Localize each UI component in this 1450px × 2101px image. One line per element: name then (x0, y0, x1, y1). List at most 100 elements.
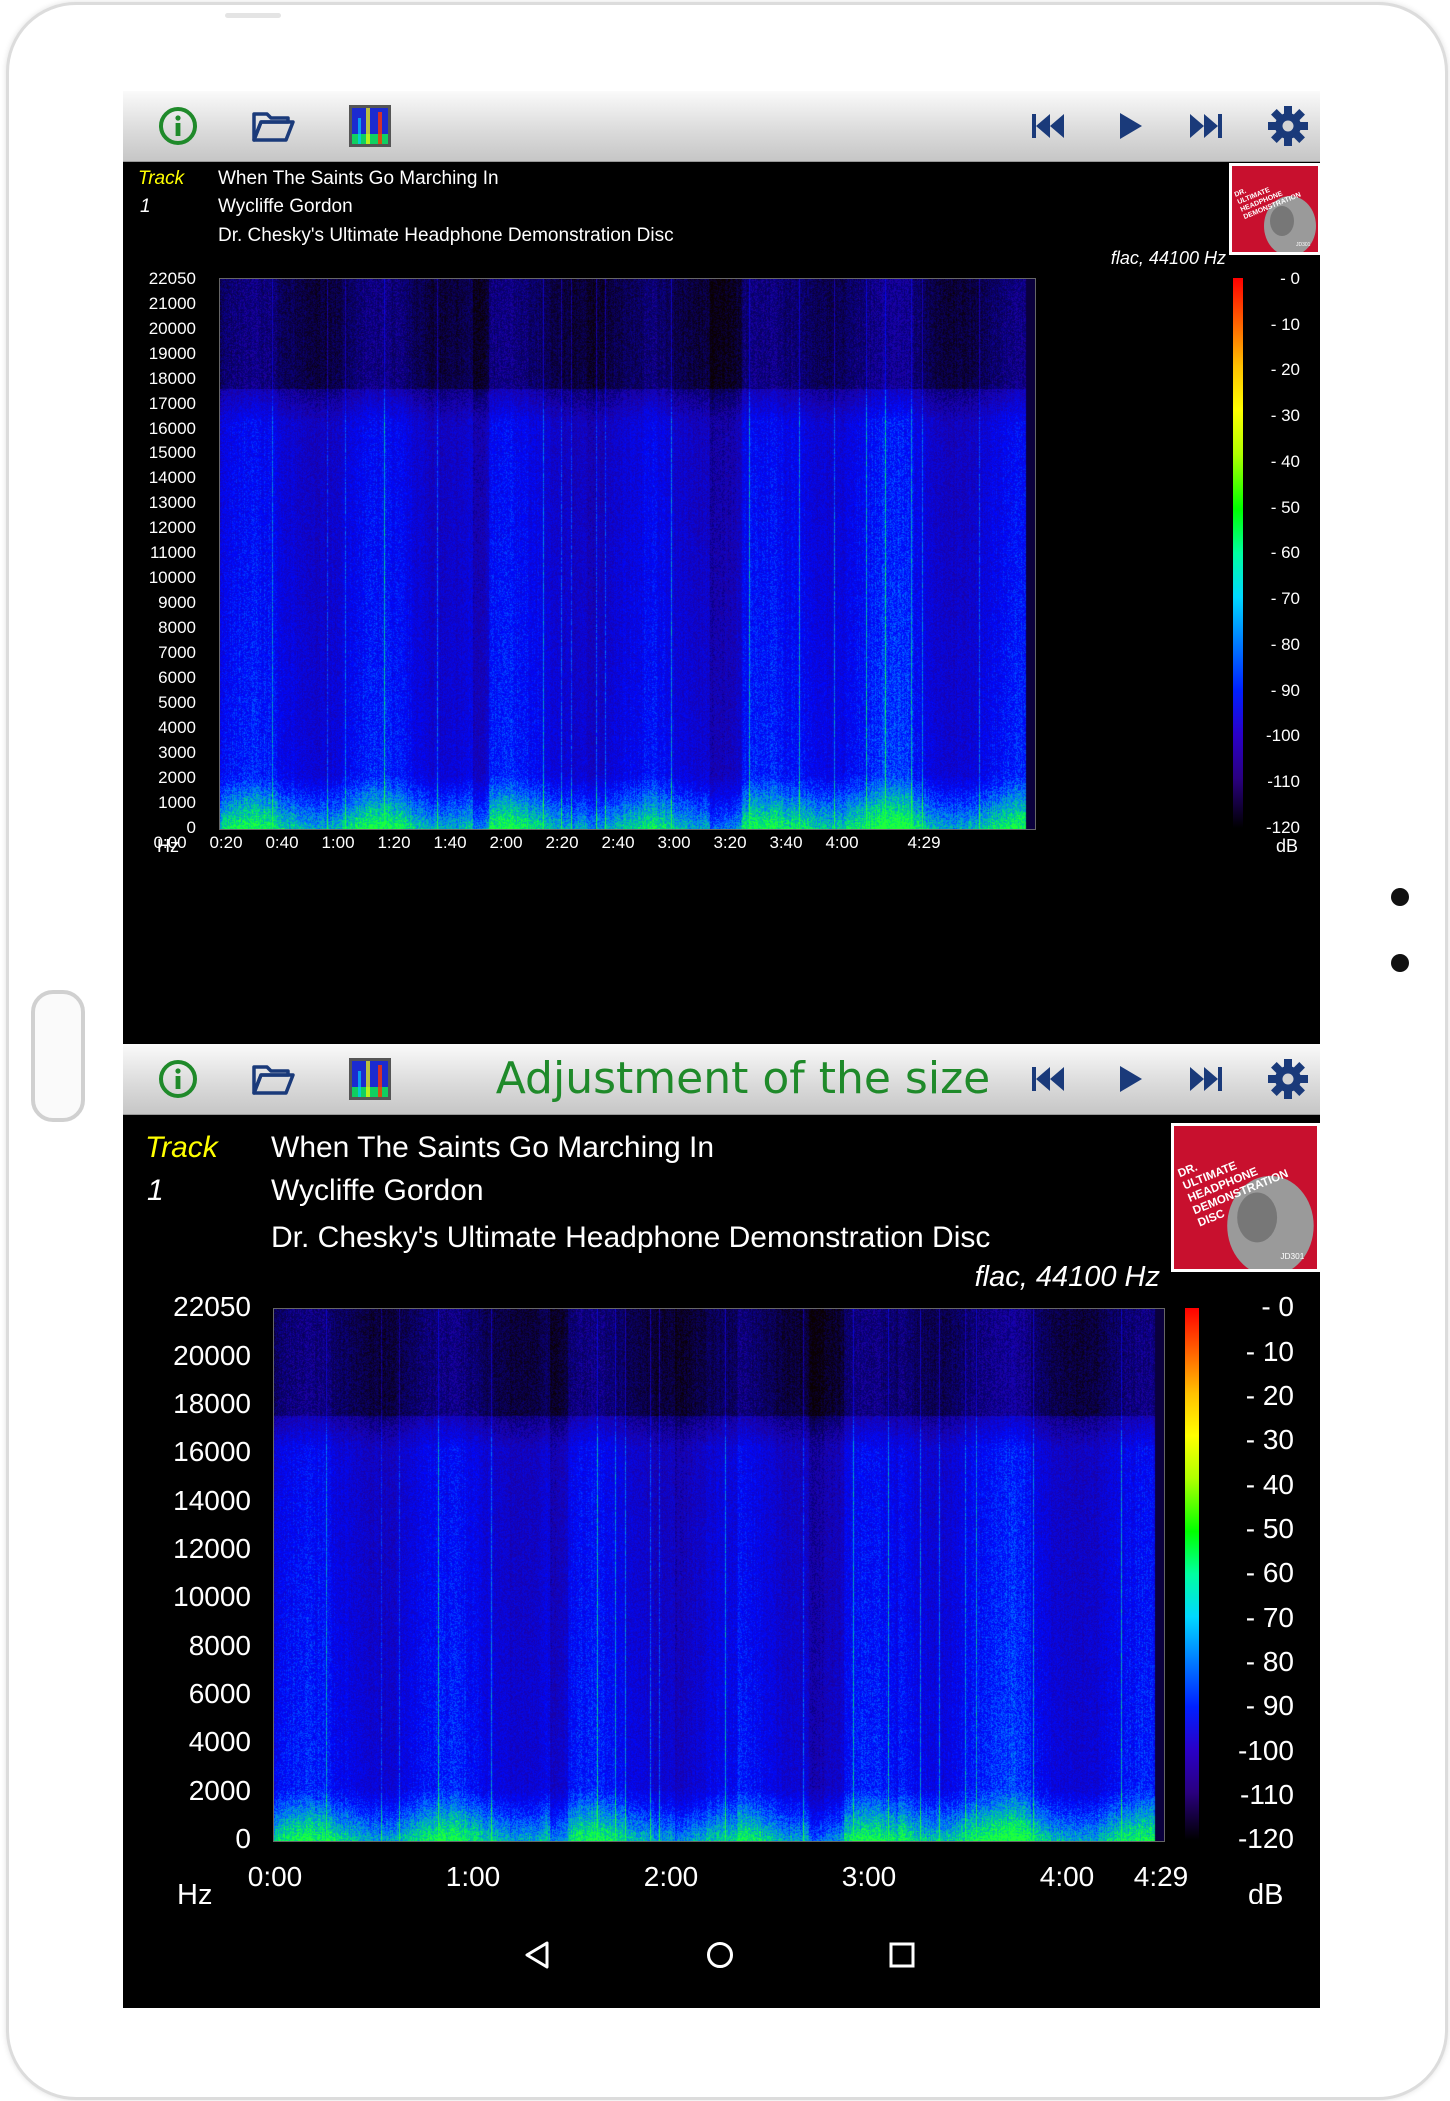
db-tick-label: -100 (1265, 726, 1300, 746)
db-tick-label: - 40 (1270, 451, 1300, 471)
y-tick-label: 22050 (173, 1291, 251, 1323)
y-tick-label: 2000 (188, 1774, 251, 1806)
db-tick-label: - 80 (1270, 634, 1300, 654)
y-tick-label: 17000 (148, 393, 196, 413)
skip-next-icon[interactable] (1181, 1054, 1231, 1104)
db-tick-label: - 20 (1270, 360, 1300, 380)
db-tick-label: -110 (1240, 1778, 1294, 1810)
album-cover[interactable]: DR. ULTIMATE HEADPHONE DEMONSTRATION DISC JD3… (1171, 1123, 1320, 1272)
x-tick-label: 4:00 (1039, 1861, 1095, 1892)
info-icon[interactable] (153, 101, 203, 151)
db-tick-label: -100 (1237, 1734, 1294, 1766)
svg-text:JD301: JD301 (1280, 1251, 1304, 1261)
y-tick-label: 18000 (148, 368, 196, 388)
db-tick-label: - 30 (1245, 1424, 1294, 1456)
folder-open-icon[interactable] (248, 1054, 298, 1104)
skip-next-icon[interactable] (1181, 101, 1231, 151)
back-icon[interactable] (523, 1940, 553, 1974)
db-tick-label: - 60 (1270, 543, 1300, 563)
y-tick-label: 22050 (148, 268, 196, 288)
settings-icon[interactable] (1263, 101, 1313, 151)
bottom-toolbar: Adjustment of the size (123, 1044, 1320, 1115)
x-tick-label: 4:29 (907, 833, 941, 852)
sensor-dot (1391, 888, 1409, 906)
track-label: Track (145, 1131, 218, 1164)
y-tick-label: 20000 (173, 1339, 251, 1371)
x-tick-label: 4:29 (1133, 1861, 1189, 1892)
recents-icon[interactable] (888, 1941, 916, 1973)
track-artist: Wycliffe Gordon (218, 196, 353, 217)
db-tick-label: - 30 (1270, 406, 1300, 426)
audio-format: flac, 44100 Hz (974, 1261, 1160, 1293)
y-tick-label: 21000 (148, 293, 196, 313)
spectrogram-bottom (273, 1308, 1165, 1842)
db-tick-label: - 80 (1245, 1645, 1294, 1677)
track-artist: Wycliffe Gordon (271, 1174, 484, 1207)
x-tick-label: 2:00 (643, 1861, 699, 1892)
x-tick-label: 0:20 (209, 833, 243, 852)
db-tick-label: - 0 (1261, 1291, 1294, 1323)
y-tick-label: 19000 (148, 343, 196, 363)
camera-dot (1391, 954, 1409, 972)
db-colorbar (1185, 1308, 1199, 1840)
y-tick-label: 13000 (148, 493, 196, 513)
y-tick-label: 5000 (158, 693, 196, 713)
info-icon[interactable] (153, 1054, 203, 1104)
track-label: Track (138, 168, 185, 189)
album-cover[interactable]: DR. ULTIMATE HEADPHONE DEMONSTRATION JD301 (1229, 163, 1320, 255)
db-tick-label: - 10 (1270, 314, 1300, 334)
db-tick-label: - 60 (1245, 1557, 1294, 1589)
x-tick-label: 2:40 (601, 833, 635, 852)
x-tick-label: 1:20 (377, 833, 411, 852)
y-unit-label: Hz (157, 836, 179, 856)
y-tick-label: 12000 (173, 1533, 251, 1565)
x-tick-label: 1:00 (321, 833, 355, 852)
db-tick-label: - 90 (1245, 1690, 1294, 1722)
track-number: 1 (140, 196, 151, 217)
y-tick-label: 4000 (158, 717, 196, 737)
y-tick-label: 6000 (188, 1678, 251, 1710)
db-tick-label: - 50 (1270, 497, 1300, 517)
folder-open-icon[interactable] (248, 101, 298, 151)
db-tick-label: - 50 (1245, 1512, 1294, 1544)
y-tick-label: 14000 (173, 1484, 251, 1516)
y-tick-label: 3000 (158, 742, 196, 762)
y-tick-label: 9000 (158, 593, 196, 613)
hardware-home-button[interactable] (31, 990, 85, 1122)
play-icon[interactable] (1105, 101, 1155, 151)
y-tick-label: 10000 (173, 1581, 251, 1613)
y-tick-label: 11000 (149, 543, 196, 563)
skip-previous-icon[interactable] (1023, 101, 1073, 151)
db-unit-label: dB (1276, 836, 1299, 856)
skip-previous-icon[interactable] (1023, 1054, 1073, 1104)
settings-icon[interactable] (1263, 1054, 1313, 1104)
spectrogram-icon[interactable] (345, 101, 395, 151)
play-icon[interactable] (1105, 1054, 1155, 1104)
db-tick-label: -110 (1267, 772, 1300, 792)
y-tick-label: 0 (186, 817, 196, 837)
y-tick-label: 16000 (148, 418, 196, 438)
y-tick-label: 10000 (148, 568, 196, 588)
y-tick-label: 2000 (158, 767, 196, 787)
home-icon[interactable] (705, 1940, 735, 1974)
spectrogram-top (219, 278, 1036, 830)
db-tick-label: -120 (1237, 1823, 1294, 1855)
db-tick-label: -120 (1265, 817, 1300, 837)
y-tick-label: 12000 (148, 518, 196, 538)
y-tick-label: 16000 (173, 1436, 251, 1468)
audio-format: flac, 44100 Hz (1110, 248, 1226, 268)
x-tick-label: 3:20 (713, 833, 747, 852)
x-tick-label: 0:00 (153, 833, 187, 852)
y-tick-label: 14000 (148, 468, 196, 488)
db-tick-label: - 70 (1270, 589, 1300, 609)
db-tick-label: - 0 (1280, 268, 1300, 288)
db-tick-label: - 70 (1245, 1601, 1294, 1633)
app-screen: Track 1 When The Saints Go Marching In W… (123, 91, 1320, 2008)
spectrogram-icon[interactable] (345, 1054, 395, 1104)
y-tick-label: 8000 (158, 618, 196, 638)
y-tick-label: 20000 (148, 318, 196, 338)
db-tick-label: - 40 (1245, 1468, 1294, 1500)
x-tick-label: 4:00 (825, 833, 859, 852)
x-tick-label: 0:00 (247, 1861, 303, 1892)
svg-text:JD301: JD301 (1296, 242, 1311, 248)
